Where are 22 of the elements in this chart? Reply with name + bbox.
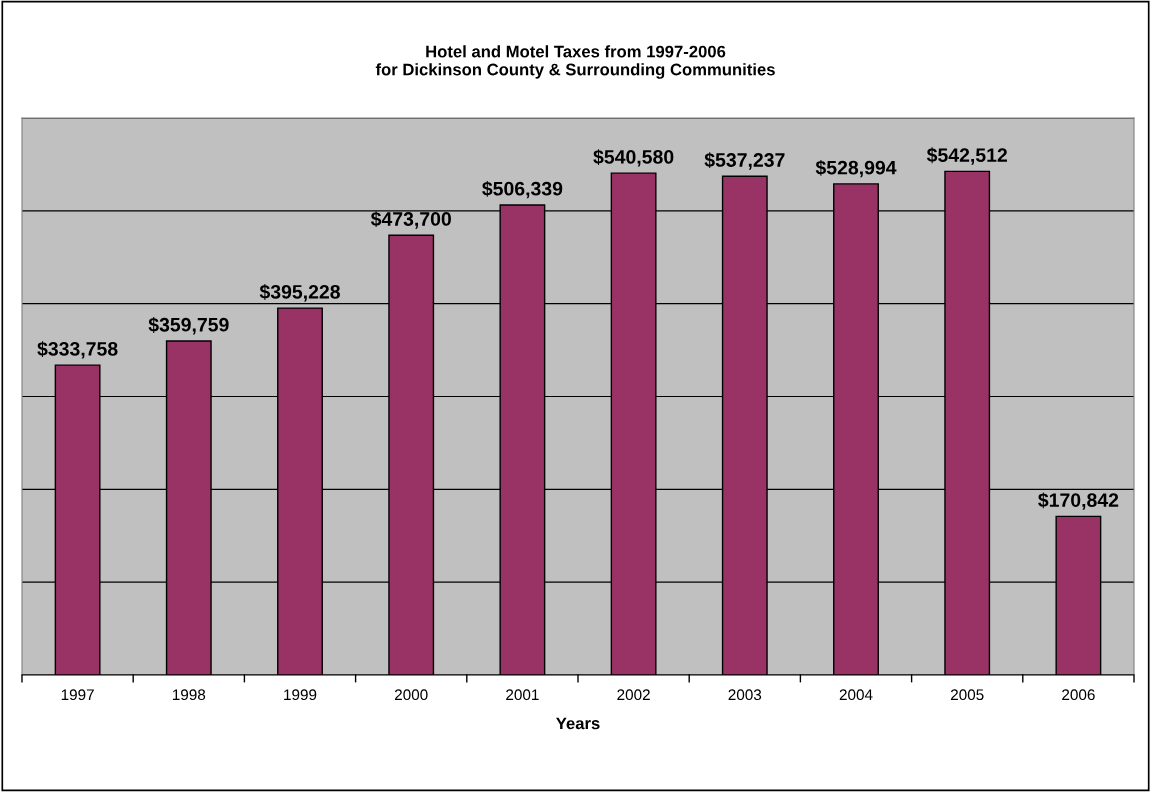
- data-label: $333,758: [37, 341, 118, 359]
- x-tick-label: 2002: [617, 689, 650, 701]
- x-tick-label: 2004: [839, 689, 873, 701]
- data-label: $506,339: [482, 180, 563, 199]
- x-tick-label: 2003: [728, 689, 762, 701]
- data-label: $170,842: [1038, 492, 1119, 510]
- x-tick-label: 2001: [506, 689, 539, 701]
- x-tick-label: 1998: [172, 689, 206, 701]
- x-axis-title: Years: [556, 717, 600, 730]
- data-label: $473,700: [370, 211, 451, 229]
- x-tick-label: 2000: [394, 689, 428, 701]
- data-label: $537,237: [704, 152, 785, 170]
- chart-title: Hotel and Motel Taxes from 1997-2006 for Dickinson County & Surrounding Communities: [375, 45, 775, 79]
- data-label: $359,759: [148, 317, 229, 335]
- data-label: $542,512: [926, 147, 1007, 165]
- x-tick-label: 2005: [950, 689, 984, 701]
- data-label: $528,994: [815, 159, 897, 178]
- x-tick-label: 1999: [284, 689, 317, 701]
- x-tick-label: 1997: [61, 689, 94, 701]
- data-label: $540,580: [593, 149, 674, 167]
- data-label: $395,228: [259, 284, 340, 302]
- x-tick-label: 2006: [1062, 689, 1095, 701]
